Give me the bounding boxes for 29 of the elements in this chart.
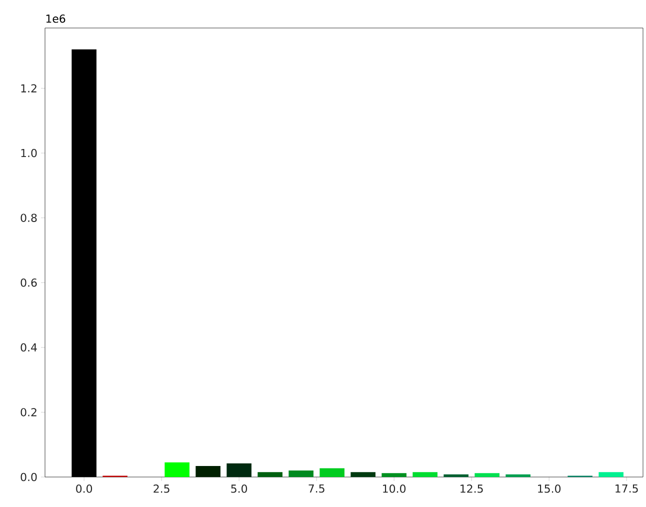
y-tick-label: 0.4 (20, 343, 37, 352)
x-tick-label: 0.0 (76, 484, 92, 493)
y-tick-label: 0.0 (20, 472, 37, 482)
x-tick-label: 10.0 (383, 484, 406, 493)
bar (412, 472, 438, 477)
x-tick-label: 7.5 (308, 484, 324, 493)
y-tick-label: 0.2 (20, 408, 36, 416)
y-tick-label: 0.8 (20, 214, 37, 222)
bar (226, 463, 252, 477)
bar (164, 462, 190, 477)
bar (506, 474, 530, 477)
bar (474, 473, 500, 477)
bar (382, 473, 406, 477)
bar (288, 470, 314, 477)
y-tick-label: 1.0 (21, 148, 37, 158)
bar (258, 472, 282, 477)
bar (444, 474, 468, 477)
x-tick-label: 12.5 (460, 484, 483, 493)
x-tick-label: 2.5 (154, 484, 170, 493)
y-tick-label: 1.2 (21, 84, 36, 92)
x-tick-label: 15.0 (538, 484, 561, 493)
text: 1e6 (46, 14, 66, 23)
bar (350, 472, 376, 477)
bar (196, 466, 220, 477)
bar (598, 472, 624, 477)
x-tick-label: 17.5 (616, 484, 638, 493)
bar (320, 468, 344, 477)
y-tick-label: 0.6 (20, 278, 37, 287)
x-tick-label: 5.0 (231, 484, 248, 493)
